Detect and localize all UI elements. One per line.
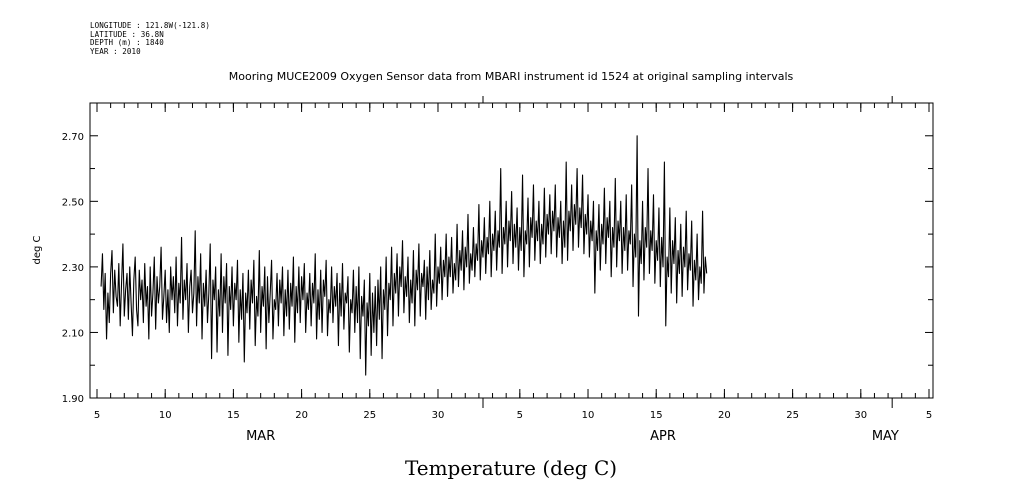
y-tick-label: 2.50 [62, 197, 84, 208]
longitude-text: LONGITUDE : 121.8W(-121.8) [90, 21, 210, 30]
x-tick-label: 10 [159, 410, 172, 421]
x-tick-label: 5 [94, 410, 100, 421]
x-tick-label: 20 [295, 410, 308, 421]
x-tick-label: 30 [432, 410, 445, 421]
location-metadata: LONGITUDE : 121.8W(-121.8) LATITUDE : 36… [90, 21, 210, 56]
axis-layer: 1.90 2.10 2.30 2.50 2.70 5 10 15 20 25 30 5 10 15 20 25… [62, 96, 933, 444]
x-tick-label: 5 [517, 410, 523, 421]
x-tick-label: 15 [650, 410, 663, 421]
month-label: MAR [246, 429, 275, 444]
plot-frame [89, 102, 934, 399]
x-tick-label: 5 [926, 410, 932, 421]
chart-title: Mooring MUCE2009 Oxygen Sensor data from… [229, 70, 794, 83]
month-label: MAY [872, 429, 899, 444]
month-label: APR [650, 429, 676, 444]
depth-text: DEPTH (m) : 1840 [90, 38, 164, 48]
y-axis-label: deg C [32, 235, 43, 264]
year-text: YEAR : 2010 [90, 46, 141, 56]
x-axis-caption: Temperature (deg C) [405, 456, 617, 480]
y-tick-label: 2.30 [62, 263, 84, 274]
x-tick-label: 10 [582, 410, 595, 421]
x-tick-label: 30 [854, 410, 867, 421]
y-tick-label: 2.70 [62, 132, 84, 143]
x-tick-label: 25 [786, 410, 799, 421]
latitude-text: LATITUDE : 36.8N [90, 29, 164, 39]
y-tick-label: 1.90 [62, 394, 84, 405]
y-tick-label: 2.10 [62, 328, 84, 339]
x-tick-label: 15 [227, 410, 240, 421]
series-layer [100, 135, 708, 376]
x-tick-label: 25 [363, 410, 376, 421]
x-tick-label: 20 [718, 410, 731, 421]
temperature-series-line [100, 135, 708, 376]
